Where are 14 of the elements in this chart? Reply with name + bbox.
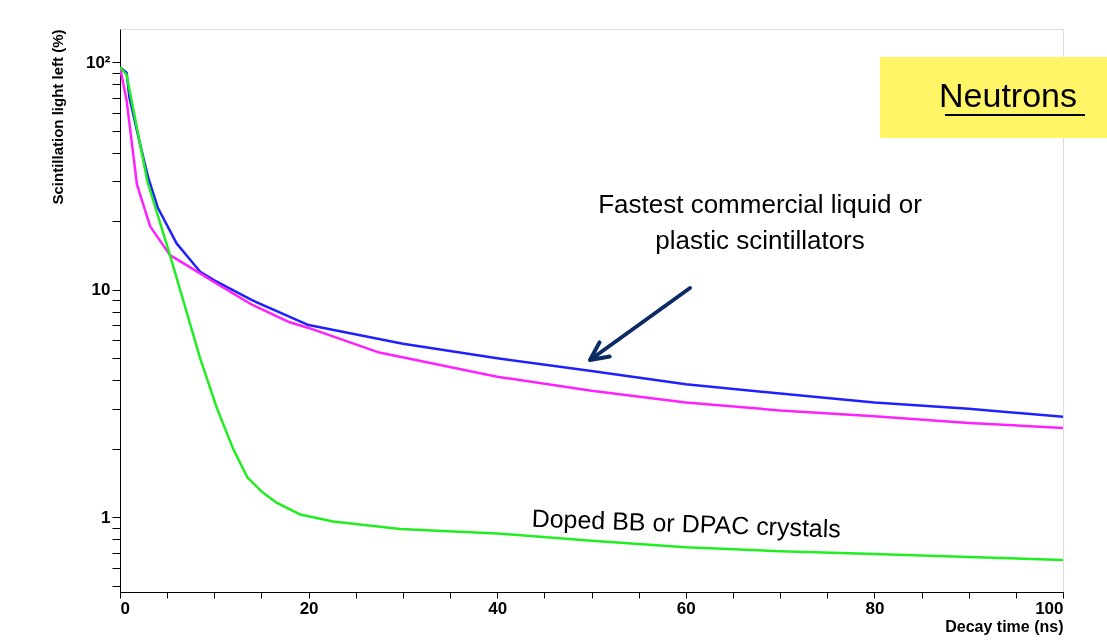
- annotation: Neutrons: [939, 76, 1077, 114]
- annotation: Doped BB or DPAC crystals: [531, 503, 842, 543]
- y-tick-label: 10: [91, 280, 111, 300]
- x-tick-label: 40: [488, 598, 508, 618]
- x-tick-label: 60: [676, 598, 696, 618]
- x-tick-label: 80: [865, 598, 885, 618]
- x-axis-title: Decay time (ns): [945, 617, 1064, 635]
- x-tick-label: 100: [1035, 598, 1064, 618]
- y-axis-title: Scintillation light left (%): [48, 29, 66, 205]
- y-tick-label: 1: [101, 507, 111, 527]
- x-tick-label: 0: [120, 598, 130, 618]
- y-tick-label: 10²: [85, 52, 111, 72]
- x-tick-label: 20: [299, 598, 319, 618]
- annotation: Fastest commercial liquid or plastic scintillators: [598, 189, 923, 255]
